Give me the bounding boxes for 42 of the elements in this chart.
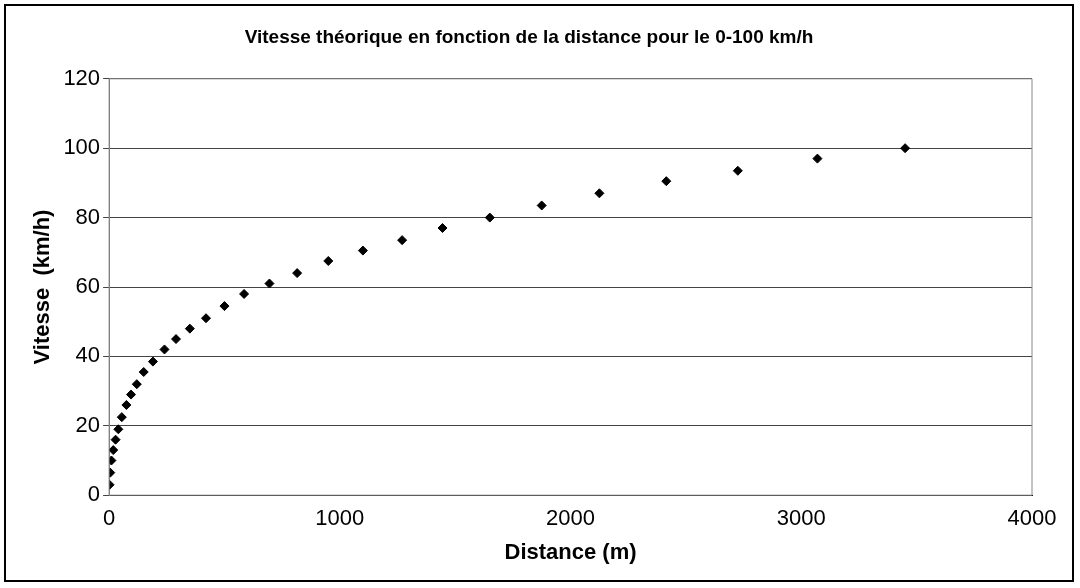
point <box>661 176 672 187</box>
point <box>484 212 495 223</box>
x-tick-label: 3000 <box>776 505 826 531</box>
point <box>357 245 368 256</box>
y-tick-label: 40 <box>75 342 101 368</box>
point <box>536 200 547 211</box>
point <box>116 412 127 423</box>
point <box>171 334 182 345</box>
x-tick-label: 2000 <box>546 505 596 531</box>
point <box>219 301 230 312</box>
y-tick-label: 0 <box>87 481 101 507</box>
point <box>113 424 124 435</box>
point <box>437 223 448 234</box>
point <box>900 143 911 154</box>
y-tick-label: 80 <box>75 203 101 229</box>
point <box>812 153 823 164</box>
point <box>159 344 170 355</box>
x-tick-label: 4000 <box>1007 505 1057 531</box>
point <box>264 278 275 289</box>
point <box>292 268 303 279</box>
chart-title: Vitesse théorique en fonction de la distance pour le 0-100 km/h <box>244 25 814 47</box>
point <box>138 367 149 378</box>
x-tick-label: 1000 <box>315 505 365 531</box>
point <box>110 434 121 445</box>
point <box>397 235 408 246</box>
point <box>121 399 132 410</box>
point <box>147 356 158 367</box>
point <box>126 389 137 400</box>
point <box>201 313 212 324</box>
point <box>594 188 605 199</box>
point <box>131 379 142 390</box>
point <box>239 288 250 299</box>
y-tick-label: 100 <box>63 134 101 160</box>
y-tick-label: 20 <box>75 411 101 437</box>
y-axis-title: Vitesse (km/h) <box>29 209 55 365</box>
point <box>109 445 119 456</box>
y-tick-label: 60 <box>75 273 101 299</box>
x-axis-title: Distance (m) <box>504 538 637 564</box>
point <box>184 323 195 334</box>
y-tick-label: 120 <box>63 64 101 90</box>
point <box>732 165 743 176</box>
point <box>323 255 334 266</box>
